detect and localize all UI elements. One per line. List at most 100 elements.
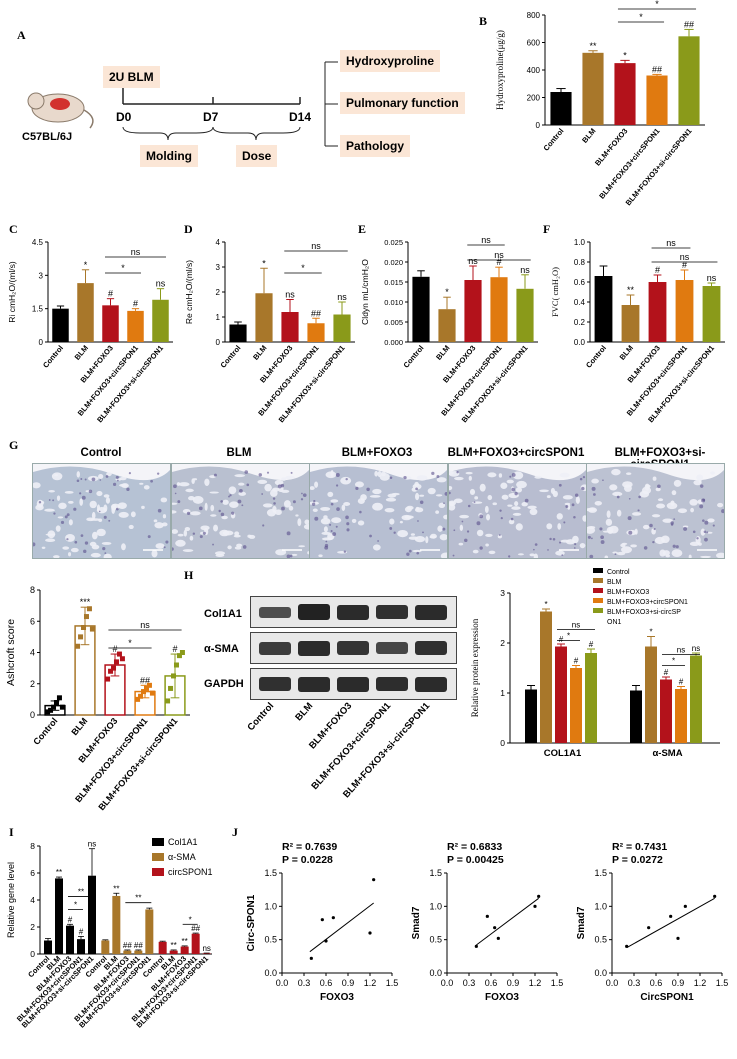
cell-nucleus [617, 495, 620, 499]
data-point [372, 878, 376, 882]
alveolus [177, 533, 184, 537]
alveolus [587, 507, 597, 512]
alveolus [212, 524, 218, 532]
cldyn-chart: 0.000 0.005 0.010 0.015 0.020 0.025 Cldyn mL/c… [360, 235, 538, 424]
histology-image [32, 463, 171, 559]
data-point [320, 918, 324, 922]
panel-label-b: B [479, 14, 488, 28]
alveolus [238, 491, 246, 496]
cell-nucleus [637, 509, 641, 512]
bar [123, 950, 132, 954]
y-tick-label: 4.5 [32, 238, 44, 247]
protein-band [337, 676, 369, 692]
alveolus [358, 520, 365, 526]
comparison-label: ns [140, 620, 150, 630]
alveolus [508, 519, 515, 525]
bar [675, 689, 687, 743]
alveolus [391, 492, 400, 496]
cell-nucleus [463, 538, 468, 543]
alveolus [497, 534, 502, 539]
alveolus [448, 503, 456, 511]
cell-nucleus [476, 521, 481, 526]
alveolus [506, 479, 514, 484]
alveolus [385, 497, 397, 502]
p-value-label: P = 0.0228 [282, 854, 333, 866]
alveolus [340, 476, 352, 485]
protein-band [298, 676, 330, 692]
cell-nucleus [98, 510, 101, 513]
cell-nucleus [696, 537, 700, 540]
significance-mark: # [108, 289, 113, 299]
cell-nucleus [572, 515, 576, 519]
cell-nucleus [393, 531, 397, 534]
cell-nucleus [345, 515, 350, 520]
wb-label-col1a1: Col1A1 [204, 608, 242, 620]
data-point [59, 704, 65, 710]
significance-mark: ns [468, 256, 478, 266]
alveolus [453, 476, 464, 481]
alveolus [372, 488, 382, 495]
comparison-label: * [655, 0, 659, 9]
tissue-texture [448, 464, 586, 558]
legend-swatch [152, 853, 164, 861]
y-tick-label: 4 [216, 238, 221, 247]
data-point [179, 650, 185, 655]
protein-band [415, 640, 447, 656]
cell-nucleus [147, 535, 151, 539]
alveolus [291, 553, 297, 556]
alveolus [626, 472, 632, 476]
cell-nucleus [416, 551, 420, 555]
alveolus [410, 533, 416, 536]
legend-label: Col1A1 [168, 837, 198, 847]
data-point [53, 700, 59, 705]
significance-mark: ns [707, 273, 717, 283]
alveolus [652, 514, 661, 518]
y-tick-label: 0.025 [384, 238, 403, 247]
bar [582, 52, 604, 125]
significance-mark: ## [652, 64, 662, 74]
cell-nucleus [157, 508, 162, 513]
alveolus [204, 502, 208, 511]
data-point [713, 894, 717, 898]
alveolus [479, 483, 486, 492]
alveolus [429, 535, 437, 539]
alveolus [68, 552, 72, 557]
cell-nucleus [73, 507, 77, 511]
data-point [111, 665, 117, 671]
alveolus [453, 498, 463, 504]
alveolus [41, 546, 46, 549]
cell-nucleus [266, 471, 269, 474]
alveolus [310, 486, 315, 491]
cell-nucleus [466, 530, 469, 533]
cell-nucleus [702, 519, 706, 522]
cell-nucleus [33, 542, 36, 547]
significance-mark: # [172, 644, 177, 654]
cell-nucleus [628, 516, 633, 521]
data-point [173, 662, 179, 668]
cell-nucleus [300, 498, 303, 501]
data-point [368, 931, 372, 935]
alveolus [440, 552, 448, 558]
alveolus [538, 489, 549, 493]
alveolus [220, 515, 228, 520]
cell-nucleus [699, 504, 704, 509]
alveolus [162, 514, 167, 519]
alveolus [182, 549, 193, 552]
bar [229, 324, 247, 342]
cell-nucleus [336, 484, 339, 487]
alveolus [689, 498, 699, 506]
x-tick-label: Control [401, 344, 425, 370]
cell-nucleus [52, 499, 55, 502]
cell-nucleus [290, 471, 293, 474]
cell-nucleus [335, 525, 338, 528]
alveolus [372, 502, 384, 511]
alveolus [103, 494, 110, 498]
y-tick-label: 0.5 [264, 935, 277, 945]
y-tick-label: 0.015 [384, 278, 403, 287]
gel-asma [250, 632, 457, 664]
x-tick-label: 0.0 [441, 978, 454, 988]
bar [44, 940, 52, 954]
data-point [138, 693, 144, 699]
